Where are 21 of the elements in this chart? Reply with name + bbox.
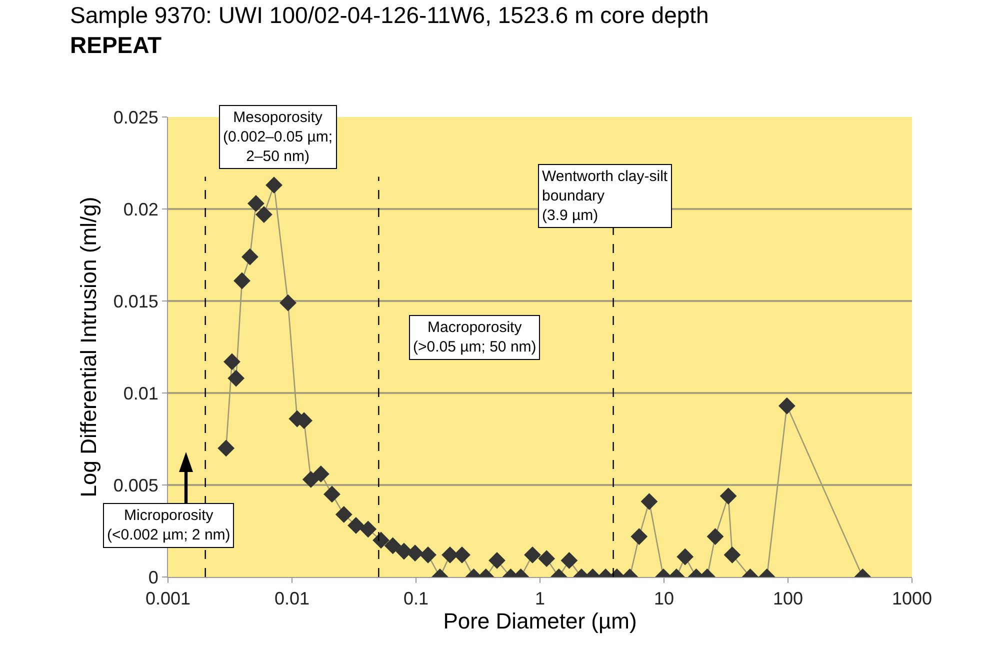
y-tick-label: 0.015 <box>113 291 158 312</box>
x-tick-label: 0.01 <box>274 588 310 609</box>
annotation: Microporosity (<0.002 µm; 2 nm) <box>107 507 230 544</box>
chart-title: Sample 9370: UWI 100/02-04-126-11W6, 1523.6 m core depth <box>70 2 709 28</box>
x-axis-title: Pore Diameter (µm) <box>443 608 637 634</box>
y-tick-label: 0.01 <box>123 383 158 404</box>
x-tick-label: 10 <box>654 588 674 609</box>
annotation: Macroporosity (>0.05 µm; 50 nm) <box>413 319 536 356</box>
x-tick-label: 1 <box>534 588 546 609</box>
y-tick-label: 0.025 <box>113 107 158 128</box>
chart-subtitle: REPEAT <box>70 32 162 58</box>
ref-line-label: Wentworth clay-silt boundary (3.9 µm) <box>542 168 668 224</box>
y-axis-title: Log Differential Intrusion (ml/g) <box>76 196 102 498</box>
x-tick-label: 0.1 <box>403 588 429 609</box>
x-tick-label: 1000 <box>892 588 932 609</box>
annotation: Mesoporosity (0.002–0.05 µm; 2–50 nm) <box>223 109 333 165</box>
y-tick-label: 0.005 <box>113 475 158 496</box>
y-tick-label: 0 <box>148 567 158 588</box>
x-tick-label: 0.001 <box>145 588 191 609</box>
y-tick-label: 0.02 <box>123 199 158 220</box>
x-tick-label: 100 <box>772 588 804 609</box>
